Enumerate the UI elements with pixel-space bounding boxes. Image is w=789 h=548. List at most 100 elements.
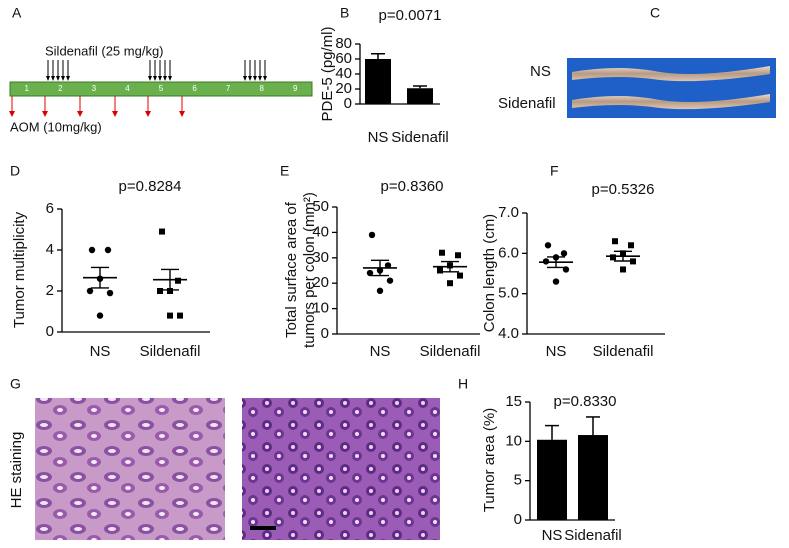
y-tick-label: 15 (505, 393, 522, 410)
photo-label: NS (530, 63, 551, 80)
y-tick-label: 5 (514, 472, 522, 489)
arrow-head (51, 76, 55, 81)
data-point (106, 289, 114, 297)
week-label: 6 (192, 84, 197, 93)
chart-title: p=0.8330 (554, 393, 617, 410)
data-point (376, 287, 384, 295)
x-tick-label: NS (546, 343, 567, 360)
data-point (368, 231, 376, 239)
treatment-label: Sildenafil (25 mg/kg) (45, 43, 164, 58)
y-tick-label: 7.0 (498, 204, 519, 221)
y-axis-label: Tumor area (%) (481, 408, 498, 512)
panel-letter: G (10, 376, 21, 392)
arrow-head (168, 76, 172, 81)
x-tick-label: Sildenafil (140, 343, 201, 360)
week-label: 3 (92, 84, 97, 93)
y-tick-label: 10 (312, 300, 329, 317)
y-tick-label: 20 (335, 80, 352, 97)
arrow-head (46, 76, 50, 81)
bar (578, 435, 608, 520)
bar (365, 59, 391, 104)
arrow-head (153, 76, 157, 81)
week-label: 9 (293, 84, 298, 93)
x-tick-label: NS (90, 343, 111, 360)
data-point (159, 228, 165, 235)
data-point (366, 269, 374, 277)
x-tick-label: Sildenafil (420, 343, 481, 360)
data-point (620, 266, 626, 273)
data-point (86, 287, 94, 295)
photo-label: HE staining (8, 432, 25, 509)
y-axis-label: Tumor multiplicity (11, 211, 28, 328)
colon (572, 94, 770, 110)
data-point (612, 238, 618, 245)
y-tick-label: 50 (312, 198, 329, 215)
panel-letter: H (458, 376, 468, 392)
histology-photo (35, 398, 225, 540)
y-tick-label: 4.0 (498, 325, 519, 342)
data-point (610, 254, 616, 261)
arrow-head (263, 76, 267, 81)
data-point (437, 267, 443, 274)
timeline-bar (9, 81, 313, 97)
arrow-head (77, 111, 83, 117)
x-tick-label: Sidenafil (564, 527, 622, 544)
x-tick-label: NS (542, 527, 563, 544)
y-tick-label: 40 (312, 223, 329, 240)
arrow-head (243, 76, 247, 81)
y-tick-label: 0 (344, 95, 352, 112)
y-axis-label: Total surface area of (283, 201, 300, 338)
arrow-head (42, 111, 48, 117)
arrow-head (163, 76, 167, 81)
data-point (175, 277, 181, 284)
week-label: 5 (159, 84, 164, 93)
chart-title: p=0.5326 (592, 181, 655, 198)
y-tick-label: 0 (321, 325, 329, 342)
arrow-head (258, 76, 262, 81)
chart-title: p=0.0071 (379, 7, 442, 24)
week-label: 2 (58, 84, 63, 93)
y-tick-label: 0 (514, 511, 522, 528)
y-tick-label: 0 (46, 323, 54, 340)
data-point (552, 278, 560, 285)
arrow-head (61, 76, 65, 81)
y-tick-label: 40 (335, 65, 352, 82)
data-point (386, 277, 394, 284)
panel-letter: B (340, 5, 349, 21)
data-point (104, 246, 112, 254)
y-axis-label: tumors per colon (mm²) (301, 192, 318, 348)
week-label: 8 (259, 84, 264, 93)
arrow-head (145, 111, 151, 117)
arrow-head (9, 111, 15, 117)
arrow-head (158, 76, 162, 81)
panel-letter: A (12, 5, 22, 21)
chart-title: p=0.8360 (381, 178, 444, 195)
colon (572, 66, 770, 82)
arrow-head (56, 76, 60, 81)
timeline: 1 2 3 4 5 6 7 8 9 (9, 60, 298, 117)
bar (407, 88, 433, 104)
panel-letter: E (280, 163, 289, 179)
data-point (542, 258, 550, 265)
data-point (167, 312, 173, 319)
colon-photo (567, 58, 776, 118)
data-point (544, 242, 552, 249)
y-tick-label: 20 (312, 274, 329, 291)
x-tick-label: NS (370, 343, 391, 360)
data-point (88, 246, 96, 254)
panel-letter: F (550, 163, 559, 179)
data-point (167, 288, 173, 294)
carcinogen-label: AOM (10mg/kg) (10, 119, 102, 134)
week-label: 7 (226, 84, 231, 93)
y-tick-label: 4 (46, 241, 54, 258)
data-point (439, 249, 445, 256)
y-tick-label: 6.0 (498, 244, 519, 261)
data-point (630, 258, 636, 265)
week-label: 4 (125, 84, 130, 93)
panel-letter: D (10, 163, 20, 179)
y-tick-label: 80 (335, 35, 352, 52)
y-axis-label: Colon length (cm) (481, 214, 498, 332)
photo-label: Sidenafil (498, 95, 556, 112)
arrow-head (112, 111, 118, 117)
